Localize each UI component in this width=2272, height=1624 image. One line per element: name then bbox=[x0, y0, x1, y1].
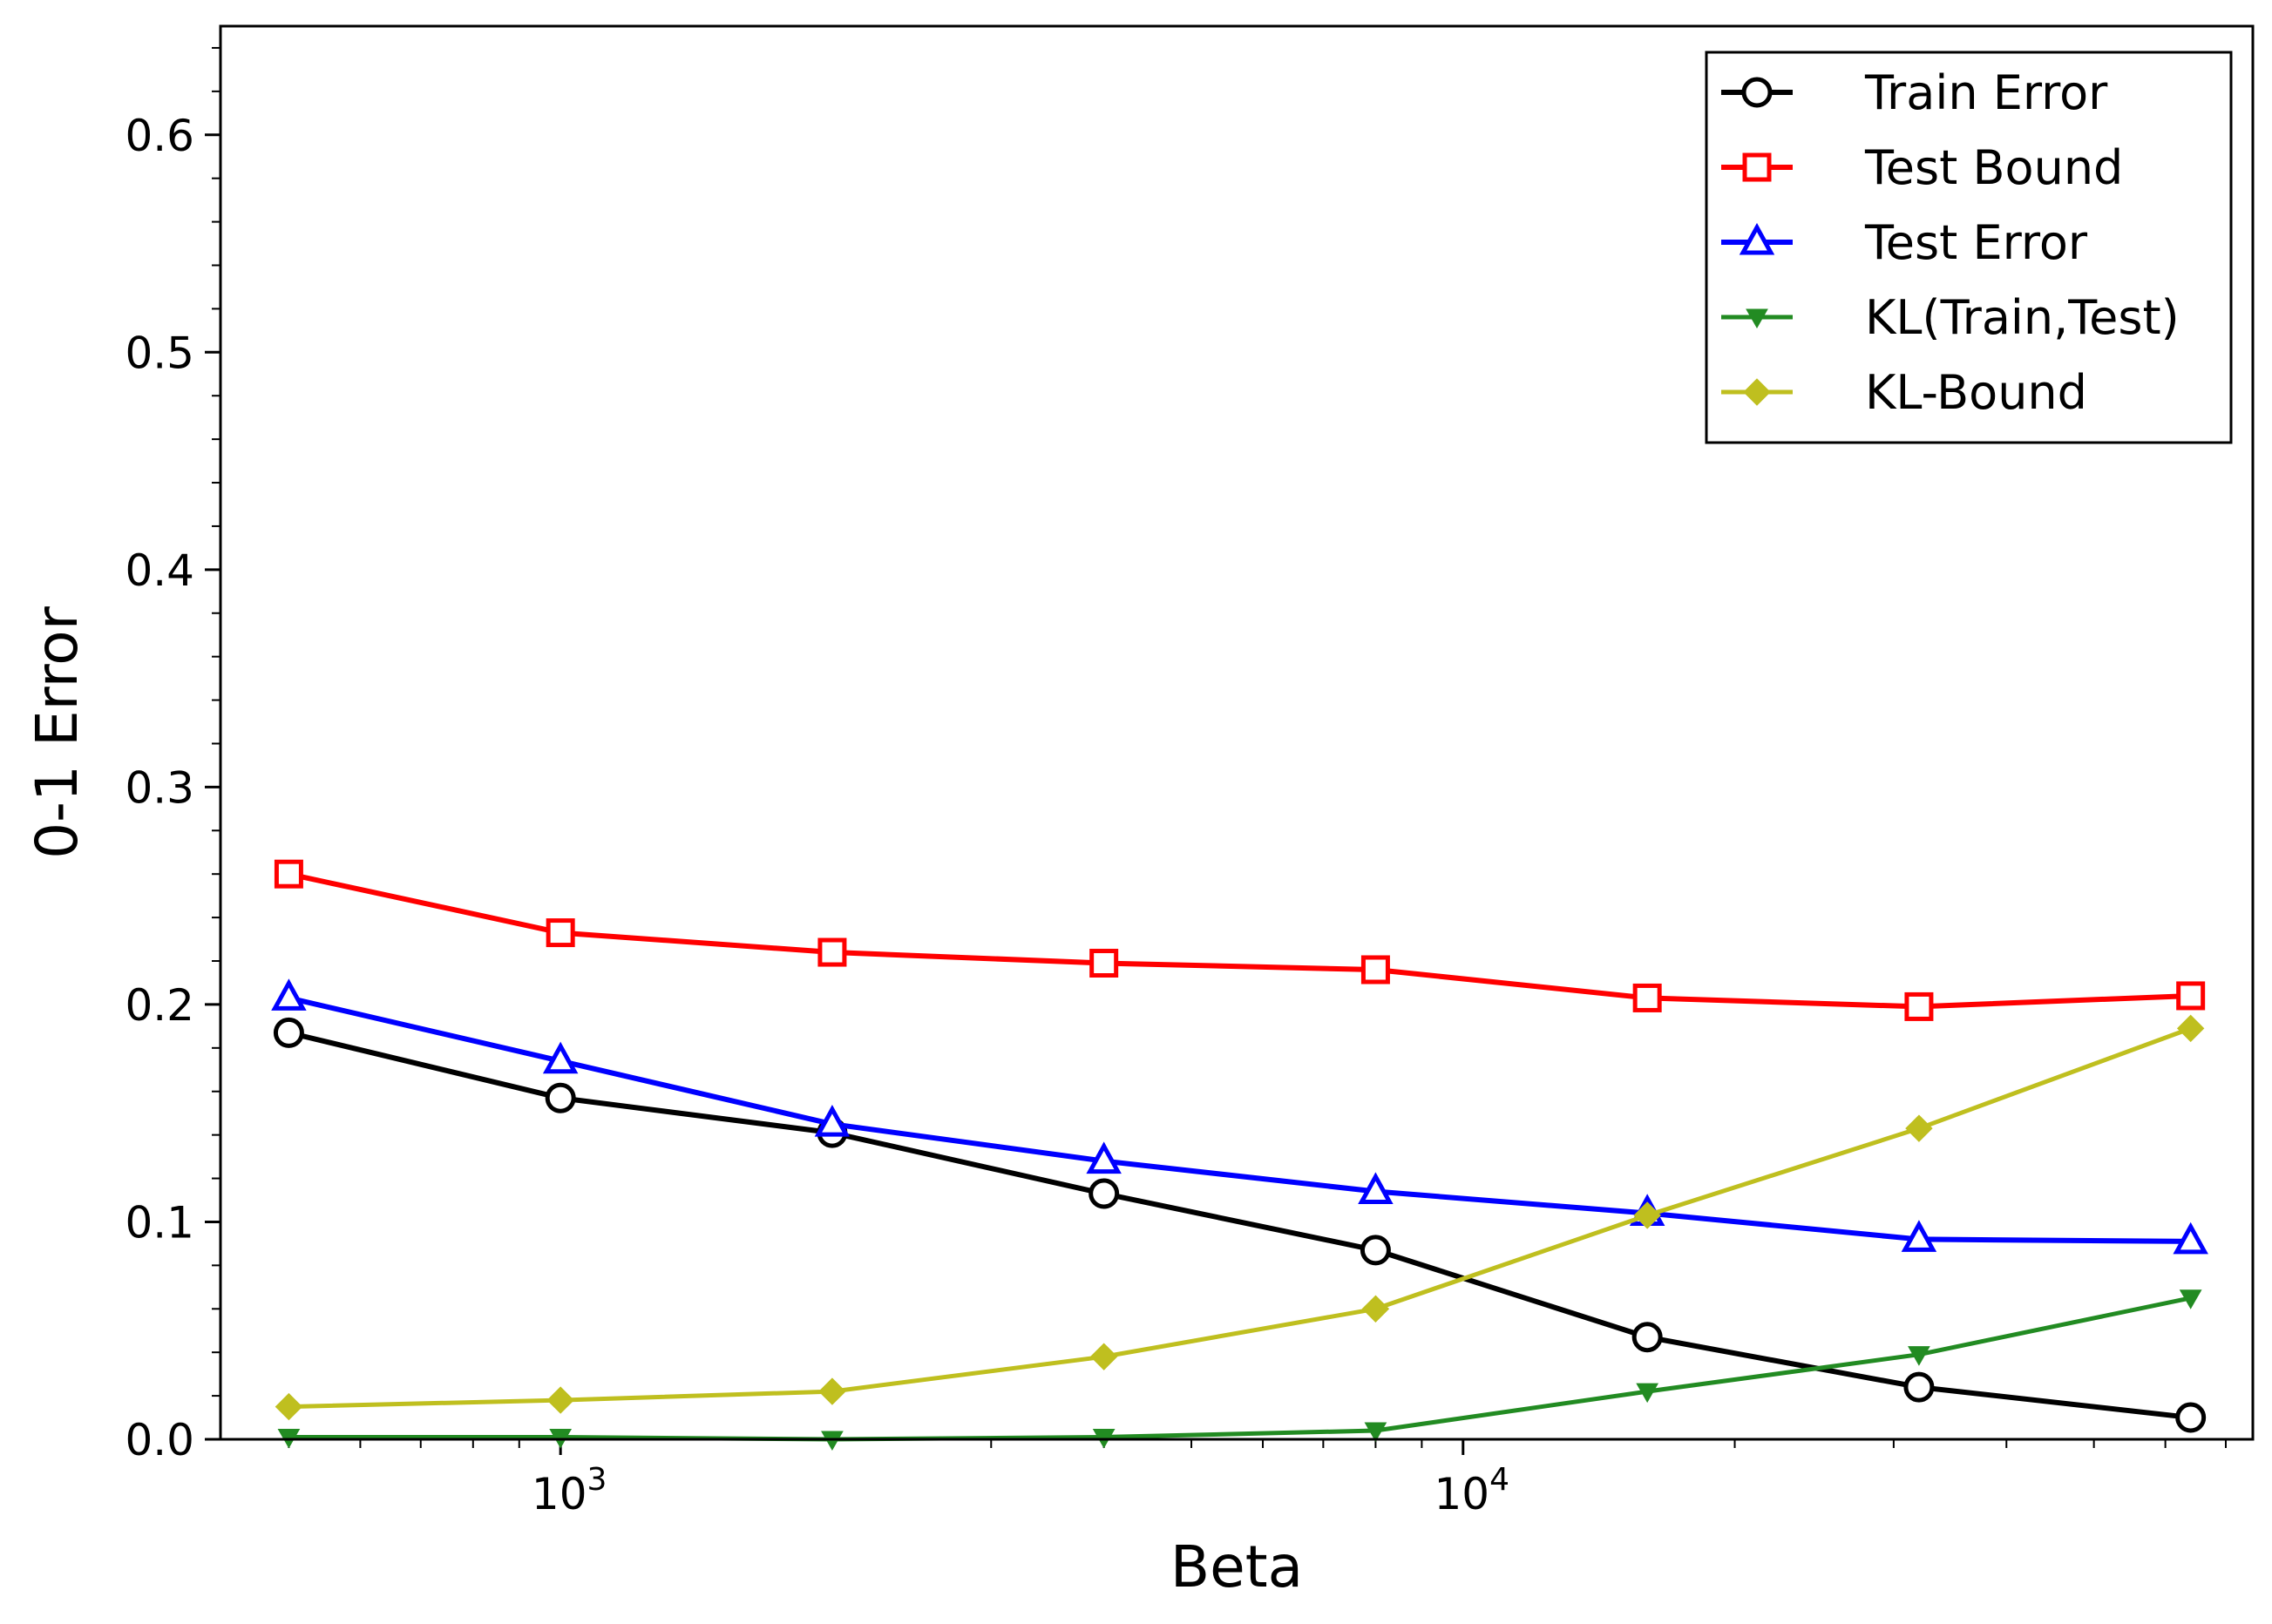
legend-item: KL-Bound bbox=[1721, 365, 2087, 420]
series-line bbox=[288, 1030, 2191, 1421]
series-4 bbox=[275, 1014, 2205, 1421]
legend-item: KL(Train,Test) bbox=[1721, 290, 2180, 345]
data-point bbox=[1364, 1422, 1387, 1443]
legend-marker bbox=[1741, 77, 1773, 108]
data-point bbox=[1903, 1371, 1935, 1403]
plot-frame bbox=[219, 24, 2255, 1441]
series-line bbox=[288, 871, 2191, 1010]
y-tick-label: 0.4 bbox=[125, 545, 194, 596]
data-point bbox=[1361, 1295, 1390, 1323]
legend-label: Test Bound bbox=[1864, 140, 2123, 195]
data-point bbox=[814, 1104, 851, 1137]
legend-label: Test Error bbox=[1864, 215, 2088, 270]
x-axis: 103 104 bbox=[288, 1439, 2227, 1519]
data-point bbox=[2176, 1014, 2205, 1043]
data-point bbox=[2175, 1402, 2207, 1433]
data-point bbox=[275, 1392, 303, 1421]
data-point bbox=[818, 1377, 846, 1405]
y-tick-label: 0.3 bbox=[125, 762, 194, 813]
y-tick-label: 0.5 bbox=[125, 328, 194, 378]
data-point bbox=[542, 1041, 579, 1074]
x-tick-label: 103 bbox=[532, 1462, 607, 1519]
data-point bbox=[1358, 1172, 1394, 1205]
data-point bbox=[1905, 1114, 1933, 1142]
legend: Train Error Test Bound Test Error KL(Train,… bbox=[1705, 51, 2233, 444]
x-axis-title: Beta bbox=[1170, 1533, 1303, 1600]
legend-box bbox=[1705, 51, 2233, 444]
legend-item: Test Bound bbox=[1721, 140, 2123, 195]
legend-label: KL-Bound bbox=[1865, 365, 2087, 420]
data-point bbox=[1633, 1201, 1661, 1229]
series-layer bbox=[271, 859, 2208, 1451]
data-point bbox=[1904, 991, 1934, 1021]
legend-item: Test Error bbox=[1721, 215, 2088, 270]
data-point bbox=[1631, 1322, 1663, 1353]
legend-marker bbox=[1746, 308, 1768, 329]
data-point bbox=[817, 937, 847, 967]
data-point bbox=[274, 859, 303, 889]
legend-entries: Train Error Test Bound Test Error KL(Train,… bbox=[1721, 65, 2180, 420]
data-point bbox=[546, 918, 575, 948]
legend-marker bbox=[1739, 222, 1775, 255]
data-point bbox=[1089, 1343, 1118, 1370]
series-line bbox=[288, 1026, 2192, 1410]
data-point bbox=[545, 1082, 576, 1113]
y-axis: 0.0 0.1 0.2 0.3 0.4 0.5 0.6 bbox=[125, 46, 220, 1465]
data-point bbox=[546, 1386, 574, 1414]
y-tick-label: 0.2 bbox=[125, 980, 194, 1031]
data-point bbox=[1086, 1141, 1122, 1174]
legend-marker bbox=[1743, 378, 1771, 406]
data-point bbox=[1360, 955, 1390, 985]
data-point bbox=[273, 1017, 304, 1048]
legend-item: Train Error bbox=[1721, 65, 2108, 120]
y-tick-label: 0.0 bbox=[125, 1415, 194, 1465]
data-point bbox=[1636, 1383, 1659, 1404]
series-line bbox=[288, 995, 2191, 1244]
legend-label: Train Error bbox=[1864, 65, 2108, 120]
y-tick-label: 0.6 bbox=[125, 111, 194, 161]
series-1 bbox=[274, 859, 2206, 1021]
data-point bbox=[2179, 1289, 2202, 1309]
y-tick-label: 0.1 bbox=[125, 1197, 194, 1248]
x-tick-label: 104 bbox=[1434, 1462, 1510, 1519]
data-point bbox=[1360, 1235, 1391, 1266]
y-axis-title: 0-1 Error bbox=[24, 606, 91, 859]
series-line bbox=[288, 1296, 2192, 1442]
data-point bbox=[1908, 1346, 1930, 1366]
series-2 bbox=[271, 978, 2208, 1255]
legend-label: KL(Train,Test) bbox=[1865, 290, 2180, 345]
data-point bbox=[1901, 1220, 1937, 1252]
data-point bbox=[1089, 1178, 1120, 1209]
legend-marker bbox=[1742, 152, 1772, 182]
data-point bbox=[2173, 1221, 2208, 1255]
data-point bbox=[271, 978, 307, 1011]
data-point bbox=[1632, 983, 1662, 1012]
data-point bbox=[2176, 981, 2206, 1011]
data-point bbox=[1089, 949, 1119, 978]
